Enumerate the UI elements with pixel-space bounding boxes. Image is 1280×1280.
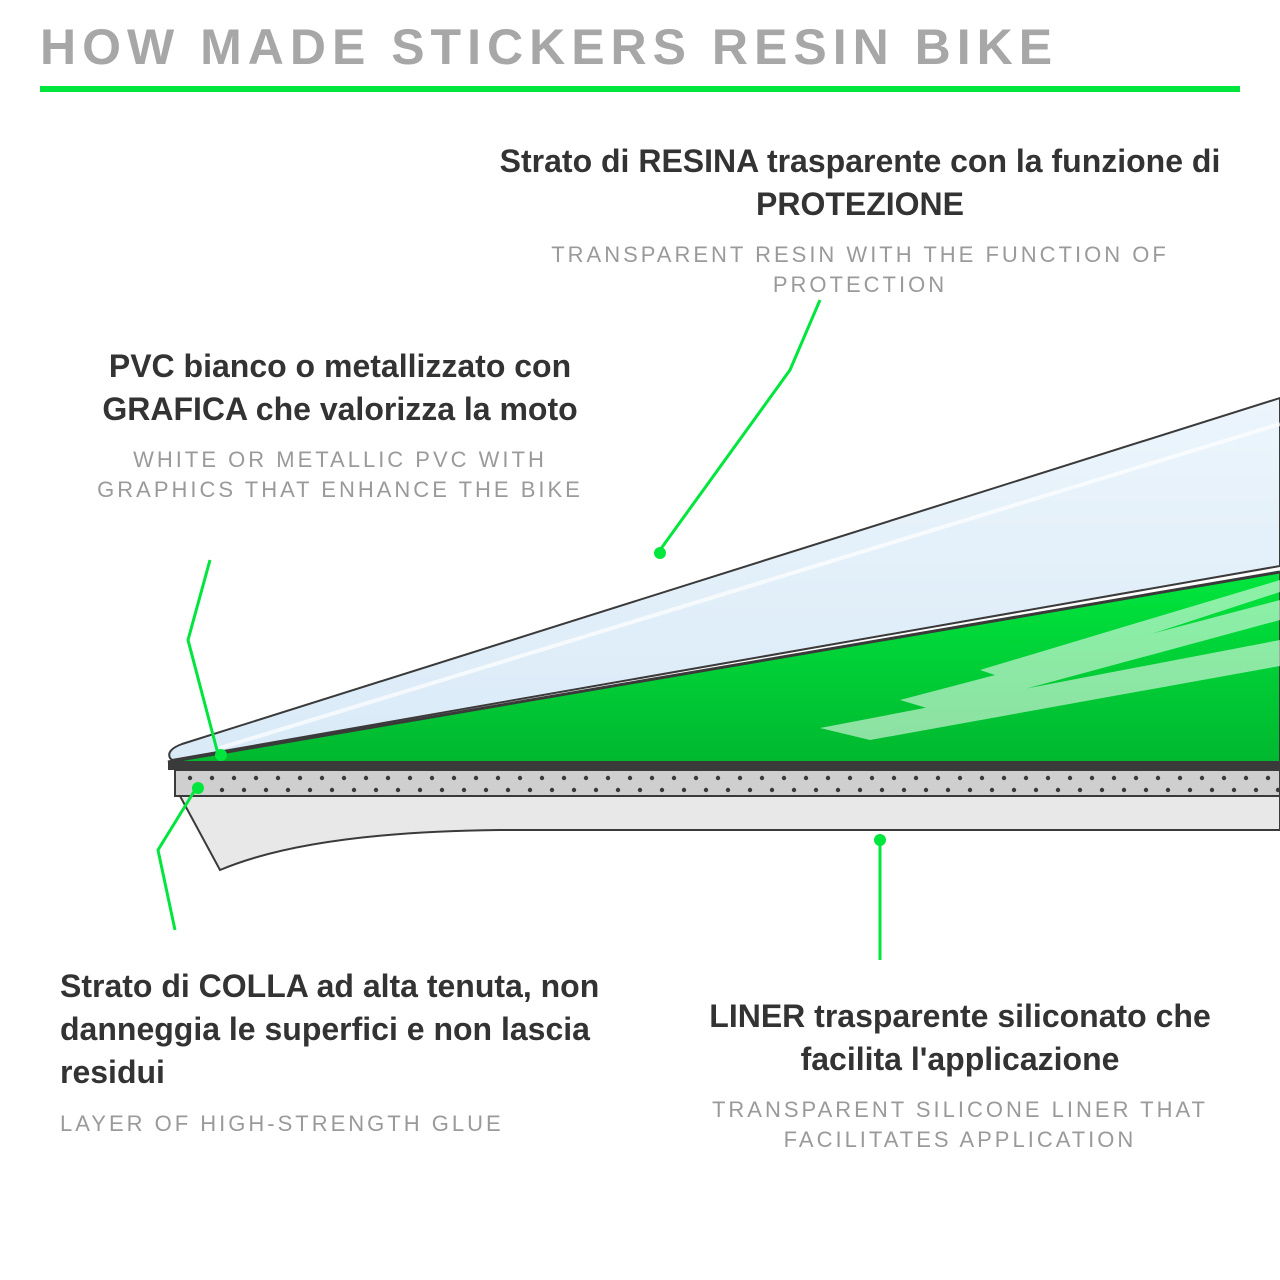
layer-pvc [168,572,1280,762]
callout-liner-primary: LINER trasparente siliconato che facilit… [690,995,1230,1081]
callout-glue-secondary: LAYER OF HIGH-STRENGTH GLUE [60,1109,700,1139]
layer-pvc-graphic [820,580,1280,740]
callout-glue: Strato di COLLA ad alta tenuta, non dann… [60,965,700,1138]
callout-liner-secondary: TRANSPARENT SILICONE LINER THAT FACILITA… [690,1095,1230,1154]
callout-glue-primary: Strato di COLLA ad alta tenuta, non dann… [60,965,700,1095]
callout-pvc: PVC bianco o metallizzato con GRAFICA ch… [60,345,620,505]
callout-resin: Strato di RESINA trasparente con la funz… [480,140,1240,300]
callout-resin-secondary: TRANSPARENT RESIN WITH THE FUNCTION OF P… [480,240,1240,299]
callout-resin-primary: Strato di RESINA trasparente con la funz… [480,140,1240,226]
layer-glue-dots [188,776,1280,792]
callout-pvc-secondary: WHITE OR METALLIC PVC WITH GRAPHICS THAT… [60,445,620,504]
header: HOW MADE STICKERS RESIN BIKE [40,18,1240,92]
page-title: HOW MADE STICKERS RESIN BIKE [40,18,1240,76]
layer-liner [180,796,1280,870]
callout-liner: LINER trasparente siliconato che facilit… [690,995,1230,1155]
layer-glue [175,770,1280,796]
accent-rule [40,86,1240,92]
callout-pvc-primary: PVC bianco o metallizzato con GRAFICA ch… [60,345,620,431]
